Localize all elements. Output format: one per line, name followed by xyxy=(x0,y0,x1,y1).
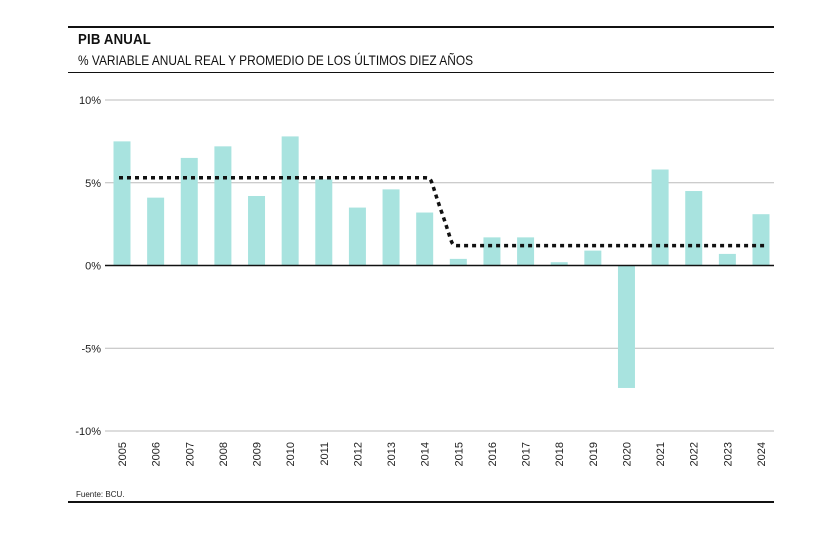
bar xyxy=(483,237,501,266)
average-line xyxy=(119,176,766,248)
bar xyxy=(416,212,434,266)
y-tick-label: -5% xyxy=(81,343,101,355)
x-tick-label: 2023 xyxy=(722,442,734,466)
bar xyxy=(113,141,131,266)
x-tick-label: 2007 xyxy=(184,442,196,466)
bar xyxy=(147,197,165,266)
x-tick-label: 2009 xyxy=(252,442,264,466)
bar xyxy=(550,262,568,266)
bar xyxy=(180,157,198,266)
x-tick-label: 2008 xyxy=(218,442,230,466)
bar xyxy=(584,250,602,266)
x-tick-label: 2015 xyxy=(453,442,465,466)
chart-title: PIB ANUAL xyxy=(78,31,151,48)
y-tick-label: 0% xyxy=(85,261,101,273)
bar xyxy=(281,136,299,266)
x-tick-label: 2022 xyxy=(689,442,701,466)
x-tick-label: 2018 xyxy=(554,442,566,466)
top-rule xyxy=(68,26,774,28)
bar xyxy=(651,169,669,266)
x-tick-label: 2017 xyxy=(521,442,533,466)
x-tick-label: 2011 xyxy=(319,442,331,466)
x-tick-label: 2016 xyxy=(487,442,499,466)
bar xyxy=(752,214,770,266)
bar xyxy=(248,195,266,266)
subtitle-rule xyxy=(68,72,774,73)
y-tick-label: 10% xyxy=(79,95,101,107)
x-tick-label: 2010 xyxy=(285,442,297,466)
bar xyxy=(617,265,635,388)
bar xyxy=(517,237,535,266)
x-tick-label: 2019 xyxy=(588,442,600,466)
x-tick-label: 2020 xyxy=(621,442,633,466)
bar xyxy=(685,191,703,266)
y-tick-label: 5% xyxy=(85,178,101,190)
x-tick-label: 2012 xyxy=(352,442,364,466)
bottom-rule xyxy=(68,501,774,503)
chart-subtitle: % VARIABLE ANUAL REAL Y PROMEDIO DE LOS … xyxy=(78,52,474,68)
bar xyxy=(315,179,333,266)
bar xyxy=(382,189,400,266)
x-tick-label: 2013 xyxy=(386,442,398,466)
x-tick-label: 2006 xyxy=(151,442,163,466)
bar xyxy=(348,207,366,266)
x-tick-label: 2005 xyxy=(117,442,129,466)
y-tick-label: -10% xyxy=(75,426,101,438)
x-tick-label: 2014 xyxy=(420,442,432,466)
bar xyxy=(718,253,736,266)
x-tick-label: 2024 xyxy=(756,442,768,466)
x-tick-label: 2021 xyxy=(655,442,667,466)
bar xyxy=(214,146,232,266)
source-note: Fuente: BCU. xyxy=(76,490,125,499)
bar xyxy=(449,258,467,266)
